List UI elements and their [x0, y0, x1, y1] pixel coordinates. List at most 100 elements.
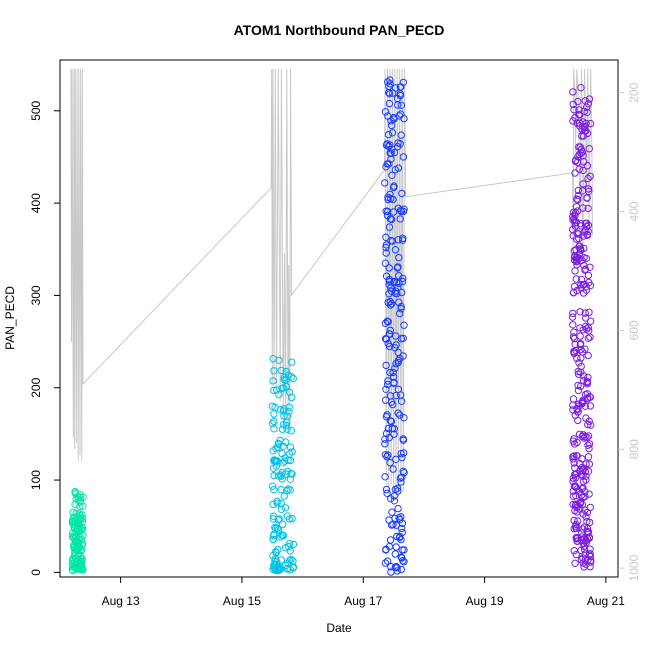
point-1-120: [288, 358, 296, 366]
point-3-144: [570, 459, 578, 467]
point-3-292: [569, 437, 577, 445]
point-2-36: [387, 121, 396, 130]
point-2-93: [388, 508, 396, 516]
point-2-159: [397, 83, 405, 91]
point-2-207: [385, 433, 393, 442]
point-3-208: [586, 172, 594, 181]
point-3-166: [586, 518, 594, 527]
point-3-300: [579, 180, 587, 188]
point-2-51: [396, 215, 404, 223]
point-2-210: [399, 274, 407, 283]
point-2-33: [384, 451, 392, 459]
point-1-73: [278, 531, 286, 539]
point-1-88: [283, 425, 291, 433]
point-0-104: [75, 528, 84, 536]
series-cluster-aug20: [568, 84, 595, 571]
point-3-289: [575, 122, 584, 130]
point-0-119: [72, 537, 81, 545]
y2-tick-label-3: 800: [627, 439, 641, 459]
point-3-310: [584, 441, 592, 449]
point-3-113: [580, 545, 589, 554]
point-3-145: [585, 440, 594, 448]
point-2-222: [397, 535, 405, 544]
point-3-214: [581, 309, 589, 317]
point-3-154: [577, 362, 585, 371]
point-1-70: [284, 485, 292, 493]
y-tick-label-0: 0: [29, 569, 43, 576]
point-2-98: [395, 253, 403, 262]
point-2-31: [383, 489, 391, 497]
scatter-points-layer: [68, 76, 595, 576]
point-2-77: [381, 440, 389, 448]
point-1-145: [278, 449, 286, 458]
point-3-182: [579, 281, 587, 289]
point-3-131: [575, 106, 583, 114]
point-3-57: [583, 162, 592, 170]
point-1-28: [281, 504, 290, 512]
point-3-253: [575, 111, 583, 119]
point-2-192: [389, 195, 397, 204]
point-2-103: [395, 298, 403, 306]
point-3-315: [579, 376, 588, 385]
point-1-63: [270, 410, 278, 418]
point-0-123: [71, 488, 79, 496]
point-1-11: [285, 388, 294, 396]
point-2-99: [385, 264, 393, 272]
point-3-71: [579, 372, 588, 380]
point-2-185: [388, 237, 397, 245]
point-0-115: [79, 493, 87, 501]
point-1-38: [282, 367, 290, 376]
y-axis-label: PAN_PECD: [3, 286, 17, 350]
point-1-142: [268, 419, 277, 428]
point-2-194: [390, 115, 398, 123]
point-1-6: [270, 425, 278, 433]
point-1-91: [277, 366, 285, 375]
point-2-48: [387, 149, 395, 158]
point-3-338: [573, 354, 581, 362]
point-2-163: [386, 80, 394, 88]
point-3-331: [581, 390, 590, 399]
point-3-328: [573, 452, 581, 460]
y2-tick-label-0: 200: [627, 82, 641, 102]
point-2-190: [383, 160, 391, 168]
point-2-186: [397, 302, 405, 311]
point-2-29: [387, 417, 396, 426]
point-1-127: [281, 470, 290, 478]
point-3-211: [581, 265, 590, 273]
point-2-229: [386, 417, 395, 425]
point-1-128: [274, 566, 282, 575]
point-2-178: [394, 164, 403, 172]
point-3-284: [582, 103, 591, 111]
point-2-34: [397, 101, 406, 110]
point-3-246: [577, 382, 585, 390]
point-2-147: [398, 554, 406, 562]
point-3-287: [574, 517, 582, 525]
point-2-122: [385, 277, 393, 285]
point-1-135: [287, 469, 295, 478]
point-3-288: [572, 203, 581, 211]
point-2-28: [383, 411, 391, 419]
point-2-18: [386, 301, 395, 309]
point-2-150: [397, 478, 405, 486]
point-1-26: [269, 512, 278, 520]
point-2-58: [394, 409, 402, 417]
point-3-282: [574, 370, 583, 378]
point-2-50: [388, 129, 397, 137]
point-1-83: [271, 523, 279, 532]
point-0-108: [75, 510, 84, 518]
point-2-9: [389, 368, 397, 377]
point-2-187: [391, 246, 400, 254]
point-2-197: [400, 414, 408, 422]
point-1-39: [270, 367, 278, 375]
point-2-180: [390, 430, 398, 438]
point-2-112: [384, 380, 392, 389]
point-1-67: [279, 520, 287, 529]
point-1-66: [282, 382, 290, 391]
point-2-188: [400, 205, 408, 213]
point-2-41: [382, 243, 390, 252]
point-3-14: [575, 165, 583, 173]
point-1-42: [289, 540, 298, 549]
point-1-68: [277, 485, 285, 494]
point-0-116: [78, 539, 87, 548]
y-axis-right: 200 400 600 800 1000: [618, 82, 641, 581]
